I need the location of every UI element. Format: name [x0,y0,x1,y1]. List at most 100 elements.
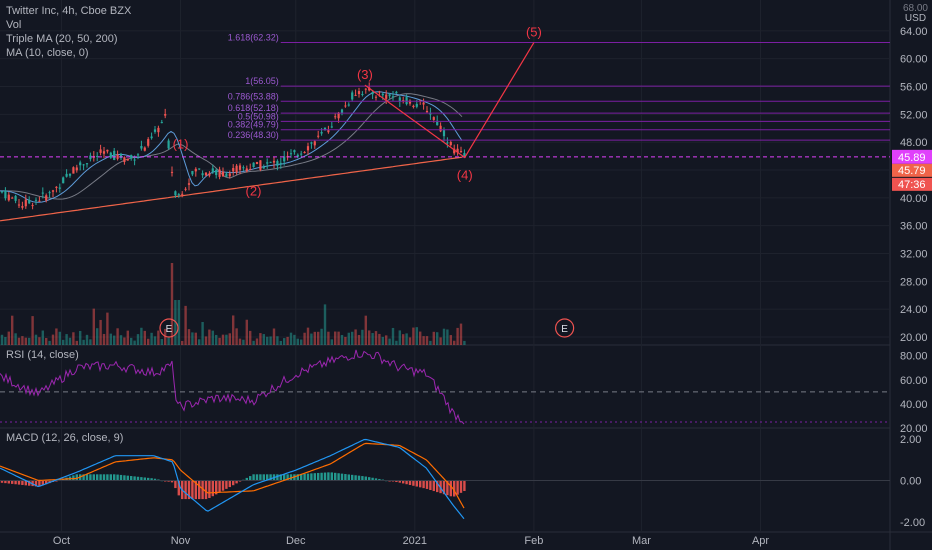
volume-bar [459,323,463,345]
macd-histogram-bar [126,475,129,481]
macd-histogram-bar [41,480,44,486]
macd-histogram-bar [347,474,350,481]
volume-bar [245,319,248,345]
volume-bar [157,330,160,345]
fib-level-label: 0.382(49.79) [228,120,279,130]
candle [269,161,272,163]
volume-bar [167,337,170,345]
candle [136,154,140,156]
candle [96,155,99,157]
candle [198,168,201,170]
candle [194,168,197,172]
x-tick-label: Dec [286,535,306,547]
earnings-marker [555,318,575,338]
volume-bar [442,328,446,345]
candle [293,150,296,153]
macd-histogram-bar [235,480,238,484]
candle [272,160,276,163]
currency-label[interactable]: 68.00 USD [902,4,928,24]
volume-bar [28,337,31,345]
volume-bar [99,319,102,345]
macd-line [0,438,465,520]
volume-bar [283,338,286,345]
candle [357,91,361,95]
macd-histogram-bar [113,474,116,481]
candle [249,168,252,170]
volume-bar [272,328,276,345]
candle [72,167,75,174]
volume-bar [0,334,4,345]
macd-histogram-bar [432,480,435,492]
macd-histogram-bar [75,474,78,481]
volume-bar [55,328,58,345]
macd-tick-label: 0.00 [900,476,921,488]
macd-histogram-bar [374,478,378,481]
macd-histogram-bar [238,480,242,482]
volume-bar [381,336,384,345]
volume-bar [41,330,44,345]
macd-histogram-bar [463,480,466,492]
macd-histogram-bar [170,480,174,483]
macd-histogram-bar [276,474,279,481]
volume-bar [344,336,347,345]
macd-histogram-bar [119,474,123,481]
volume-bar [201,321,204,345]
volume-bar [85,334,89,345]
volume-bar [211,330,214,345]
fib-level-label: 1.618(62.32) [228,33,279,43]
candle [208,173,211,176]
macd-histogram-bar [174,480,177,489]
volume-bar [136,334,140,345]
candle [459,150,463,152]
y-tick-label: 56.00 [900,82,928,94]
candle [65,173,68,177]
fib-level-label: 0.786(53.88) [228,91,279,101]
candle [17,204,21,206]
macd-histogram-bar [303,473,306,481]
macd-histogram-bar [361,476,364,481]
macd-histogram-bar [245,477,248,481]
macd-histogram-bar [191,480,194,500]
macd-histogram-bar [459,480,463,493]
candle [160,122,163,124]
candle [300,153,303,155]
macd-tick-label: -2.00 [900,517,925,529]
volume-bar [51,334,55,345]
candle [310,142,313,144]
x-tick-label: 2021 [403,535,427,547]
candle [14,195,17,201]
macd-histogram-bar [330,472,333,481]
macd-histogram-bar [150,478,153,481]
rsi-tick-label: 40.00 [900,399,928,411]
volume-bar [422,336,425,345]
macd-histogram-bar [208,480,211,499]
macd-histogram-bar [313,473,316,481]
macd-histogram-bar [255,474,259,481]
candle [439,125,442,132]
volume-bar [58,331,61,345]
candle [391,96,395,98]
macd-histogram-bar [140,477,143,481]
candle [235,165,238,173]
candle [252,162,255,168]
macd-histogram-bar [371,477,374,481]
volume-bar [279,340,282,345]
y-tick-label: 48.00 [900,137,928,149]
volume-bar [113,335,116,345]
candle [449,141,452,146]
candle [238,165,242,170]
candle [453,148,456,154]
volume-bar [24,337,27,345]
candle [7,194,10,201]
candle [289,153,293,155]
candle [255,161,259,165]
macd-histogram-bar [34,480,38,487]
candle [130,155,133,159]
candle [174,191,177,196]
legend-vol: Vol [6,19,22,31]
volume-bar [204,336,208,345]
volume-bar [374,331,378,345]
volume-bar [347,332,350,345]
x-tick-label: Mar [632,535,651,547]
